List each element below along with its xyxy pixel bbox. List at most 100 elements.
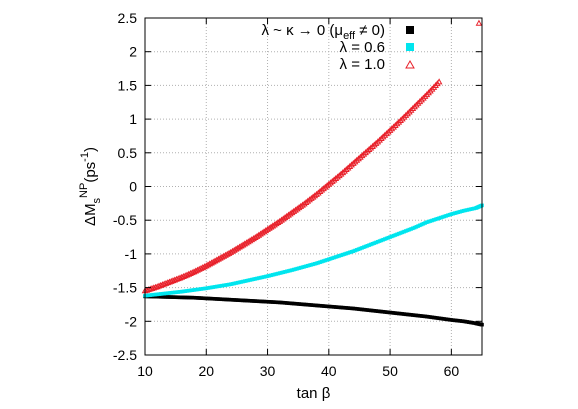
legend-label: λ ~ κ → 0 (μeff ≠ 0) [261, 22, 385, 42]
x-tick-label: 20 [198, 363, 214, 379]
data-point [316, 187, 324, 194]
data-point-isolated [475, 19, 483, 26]
axis-ticks: 10 20 30 40 50 60 -2.5 -2 -1.5 -1 -0.5 0 0.5 1 1.5 2 2.5 [113, 10, 482, 379]
data-point [311, 192, 319, 199]
legend-label-sub: eff [343, 30, 356, 42]
legend-entry: λ = 0.6 [340, 39, 414, 56]
data-point [414, 99, 422, 106]
legend-label-post: ≠ 0) [355, 22, 385, 39]
data-point [330, 176, 338, 183]
data-point [395, 118, 403, 125]
data-point [350, 159, 357, 166]
data-point [353, 156, 361, 163]
data-point [399, 115, 406, 122]
data-point [397, 116, 404, 124]
data-point [334, 173, 341, 180]
data-point [355, 155, 362, 162]
y-axis-label: ΔMsNP(ps-1) [78, 147, 103, 226]
data-point [407, 106, 415, 113]
data-point [400, 113, 408, 120]
data-point [404, 110, 411, 117]
y-tick-label: 2 [129, 44, 137, 60]
data-point [344, 164, 352, 171]
data-point [323, 182, 331, 189]
data-point [327, 179, 334, 186]
data-point [374, 138, 382, 145]
data-point [392, 121, 399, 128]
y-axis-label-sup: NP [78, 183, 90, 198]
x-tick-label: 50 [382, 363, 398, 379]
data-point [385, 128, 392, 135]
data-point [381, 131, 389, 138]
data-point [386, 126, 394, 133]
legend-marker [406, 43, 414, 51]
data-point [411, 103, 418, 110]
legend-marker [406, 26, 414, 34]
legend-label-text: λ = 0.6 [340, 39, 385, 56]
data-point [378, 135, 385, 142]
y-tick-label: -0.5 [113, 212, 137, 228]
data-point [371, 141, 378, 148]
data-point [343, 166, 350, 173]
y-tick-label: 2.5 [118, 10, 138, 26]
y-axis-label-unit: (ps [82, 162, 99, 183]
series-1 [143, 203, 484, 298]
data-point [406, 108, 413, 115]
y-tick-label: -1.5 [113, 280, 137, 296]
y-tick-label: 1.5 [118, 77, 138, 93]
data-point [383, 130, 390, 137]
legend-entry: λ = 1.0 [340, 56, 415, 73]
data-point [336, 172, 343, 179]
legend-label-text: λ ~ κ → 0 (μ [261, 22, 343, 39]
data-point [313, 190, 320, 197]
data-point [341, 167, 348, 174]
x-tick-label: 10 [137, 363, 153, 379]
data-point [325, 180, 333, 187]
legend-label-text: λ = 1.0 [340, 56, 385, 73]
data-point [435, 78, 443, 85]
data-point [314, 189, 322, 196]
data-point [318, 186, 326, 193]
data-point [328, 177, 336, 184]
data-point [351, 158, 359, 165]
data-point [358, 152, 366, 159]
x-tick-label: 30 [260, 363, 276, 379]
y-tick-label: 0 [129, 179, 137, 195]
y-axis-label-unit-close: ) [82, 147, 99, 152]
data-point [409, 104, 417, 112]
data-point [379, 133, 387, 140]
data-point [348, 161, 355, 168]
data-point [390, 123, 397, 130]
y-axis-label-unit-sup: -1 [79, 152, 91, 162]
data-point [337, 170, 345, 177]
series-layer [141, 19, 484, 327]
x-axis-label: tan β [297, 385, 331, 402]
data-point [365, 145, 373, 153]
data-point [362, 149, 369, 156]
legend-label: λ = 0.6 [340, 39, 385, 56]
y-axis-label-main: ΔM [82, 203, 99, 226]
data-point [332, 174, 340, 182]
data-point [388, 125, 396, 132]
data-point [418, 96, 425, 103]
data-point [393, 120, 401, 127]
data-point [420, 94, 427, 101]
y-axis-label-sub: s [91, 197, 103, 203]
y-tick-label: -2.5 [113, 347, 137, 363]
data-point [367, 144, 375, 151]
data-point [320, 185, 327, 192]
data-point [372, 139, 380, 146]
data-point [402, 111, 410, 118]
data-point [413, 101, 420, 108]
x-tick-label: 40 [321, 363, 337, 379]
legend: λ ~ κ → 0 (μeff ≠ 0)λ = 0.6λ = 1.0 [261, 22, 415, 73]
data-point [357, 153, 364, 160]
data-point [360, 150, 368, 157]
svg-text:ΔMsNP(ps-1): ΔMsNP(ps-1) [78, 147, 103, 226]
data-point [369, 142, 376, 149]
data-point [321, 183, 329, 190]
legend-entry: λ ~ κ → 0 (μeff ≠ 0) [261, 22, 414, 42]
y-tick-label: -1 [125, 246, 138, 262]
y-tick-label: -2 [125, 313, 138, 329]
